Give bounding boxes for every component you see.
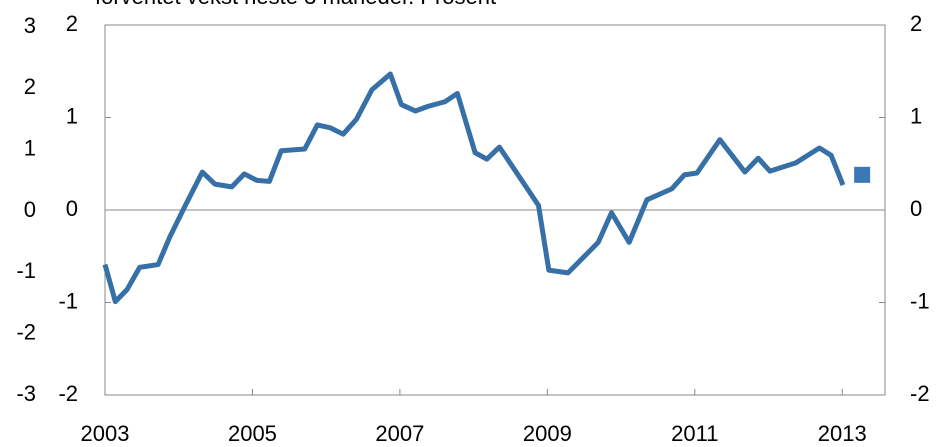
y2-tick-label: -1 xyxy=(910,288,930,313)
y-tick-label: -2 xyxy=(58,381,78,406)
line-series xyxy=(102,71,846,305)
outer-y-tick-label: 0 xyxy=(24,197,36,222)
x-tick-label: 2013 xyxy=(818,421,867,446)
y2-tick-label: 0 xyxy=(910,196,922,221)
y2-tick-label: 1 xyxy=(910,103,922,128)
x-tick-label: 2011 xyxy=(671,421,718,446)
outer-y-tick-label: -3 xyxy=(16,381,36,406)
x-tick-label: 2009 xyxy=(523,421,572,446)
y-tick-label: 1 xyxy=(66,103,78,128)
outer-y-tick-label: 3 xyxy=(24,13,36,38)
x-tick-label: 2007 xyxy=(375,421,424,446)
chart-title: forventet vekst neste 3 måneder. Prosent xyxy=(95,0,496,9)
outer-y-tick-label: 1 xyxy=(24,135,36,160)
outer-y-tick-label: -2 xyxy=(16,319,36,344)
outer-y-tick-label: -1 xyxy=(16,258,36,283)
y-tick-label: 2 xyxy=(66,11,78,36)
y2-tick-label: 2 xyxy=(910,11,922,36)
y-tick-label: -1 xyxy=(58,288,78,313)
square-marker xyxy=(854,166,871,183)
y2-tick-label: -2 xyxy=(910,381,930,406)
x-tick-label: 2003 xyxy=(81,421,130,446)
y-tick-label: 0 xyxy=(66,196,78,221)
x-tick-label: 2005 xyxy=(228,421,277,446)
outer-y-tick-label: 2 xyxy=(24,74,36,99)
